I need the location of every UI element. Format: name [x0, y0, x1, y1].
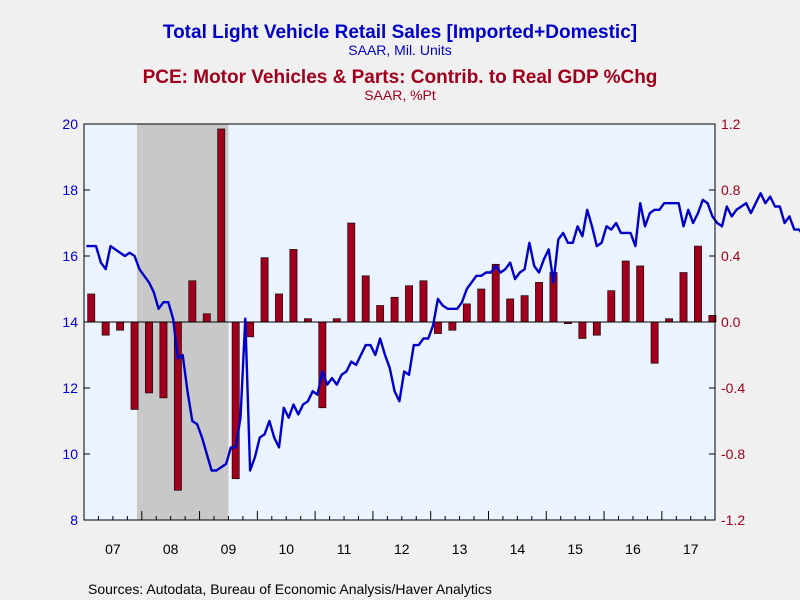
bar: [390, 296, 399, 323]
bar: [506, 298, 515, 323]
bar: [679, 272, 688, 323]
series1-title: Total Light Vehicle Retail Sales [Import…: [163, 22, 637, 43]
bar: [520, 295, 529, 323]
bar: [347, 222, 356, 323]
bar: [419, 280, 428, 323]
x-tick-label: 10: [278, 541, 294, 557]
left-tick-label: 14: [62, 314, 78, 330]
left-tick-label: 20: [62, 116, 78, 132]
series2-title: PCE: Motor Vehicles & Parts: Contrib. to…: [143, 67, 658, 88]
bar: [289, 249, 298, 323]
bar: [130, 321, 139, 410]
bar: [462, 303, 471, 323]
x-tick-label: 12: [394, 541, 410, 557]
bar: [448, 321, 457, 331]
bar: [650, 321, 659, 364]
bar: [318, 321, 327, 409]
bar: [231, 321, 240, 480]
right-tick-label: 0.0: [721, 314, 741, 330]
bar-series-layer: [87, 128, 717, 491]
left-tick-label: 8: [70, 512, 78, 528]
left-tick-label: 12: [62, 380, 78, 396]
bar: [159, 321, 168, 399]
right-tick-label: 0.8: [721, 182, 741, 198]
bar: [694, 245, 702, 323]
x-tick-label: 13: [452, 541, 468, 557]
bar: [477, 288, 486, 323]
bar: [188, 280, 197, 323]
bar: [101, 321, 110, 336]
x-tick-label: 17: [683, 541, 699, 557]
line-series-layer: [86, 192, 800, 472]
bar: [607, 290, 616, 323]
bar: [217, 128, 226, 323]
bar: [491, 263, 500, 323]
x-tick-label: 15: [567, 541, 583, 557]
left-tick-label: 18: [62, 182, 78, 198]
bar: [275, 293, 283, 323]
x-tick-label: 08: [163, 541, 179, 557]
bar: [87, 293, 96, 323]
x-tick-label: 07: [105, 541, 121, 557]
bar: [202, 313, 211, 323]
left-tick-label: 16: [62, 248, 78, 264]
left-axis: 8 10 12 14 16 18 20: [62, 116, 90, 528]
series1-subtitle: SAAR, Mil. Units: [348, 42, 451, 58]
left-tick-label: 10: [62, 446, 78, 462]
bar: [592, 321, 601, 336]
x-tick-label: 14: [510, 541, 526, 557]
x-tick-label: 11: [337, 541, 352, 557]
right-tick-label: 1.2: [721, 116, 741, 132]
right-tick-label: 0.4: [721, 248, 741, 264]
bar: [405, 285, 413, 323]
bar: [116, 321, 125, 331]
x-tick-label: 09: [221, 541, 237, 557]
bar: [636, 265, 645, 323]
series2-subtitle: SAAR, %Pt: [364, 87, 436, 103]
x-tick-label: 16: [625, 541, 641, 557]
right-tick-label: -0.8: [721, 446, 745, 462]
bar: [535, 282, 543, 323]
sales-line: [86, 192, 800, 472]
bar: [376, 305, 385, 323]
bar: [434, 321, 442, 334]
bar: [578, 321, 587, 339]
right-tick-label: -0.4: [721, 380, 745, 396]
right-tick-label: -1.2: [721, 512, 745, 528]
bar: [260, 257, 269, 323]
bar: [246, 321, 255, 338]
bar: [145, 321, 153, 394]
x-axis: 07 08 09 10 11 12 13 14 15 16 17: [97, 511, 706, 557]
bar: [621, 260, 630, 323]
bar: [361, 275, 370, 323]
source-note: Sources: Autodata, Bureau of Economic An…: [88, 581, 492, 597]
right-axis: -1.2 -0.8 -0.4 0.0 0.4 0.8 1.2: [709, 116, 745, 528]
